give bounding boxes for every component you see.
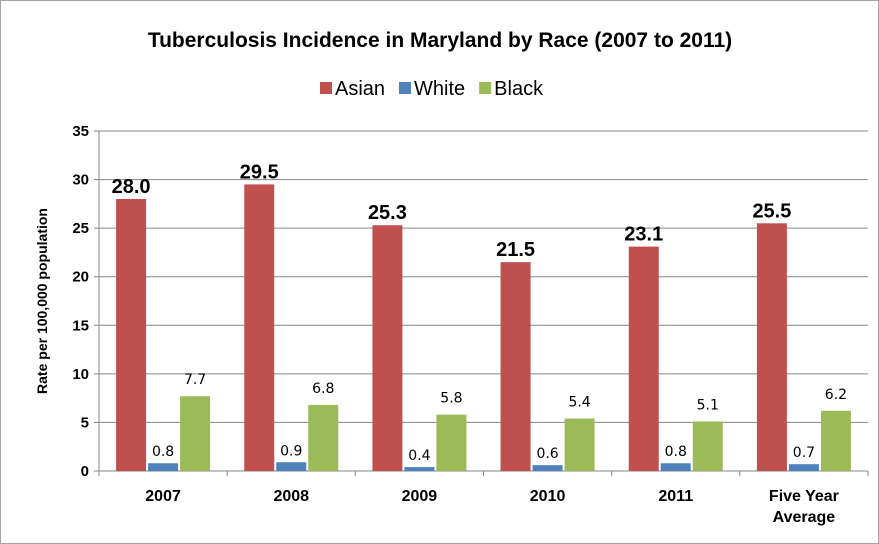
data-label-white: 0.8 (152, 444, 174, 460)
bar-asian (116, 199, 147, 471)
data-label-black: 5.8 (440, 391, 462, 407)
bar-asian (628, 246, 659, 471)
y-tick-label: 20 (72, 269, 89, 286)
bar-asian (500, 262, 531, 471)
bar-black (436, 414, 467, 471)
legend-label-asian: Asian (335, 78, 385, 100)
data-label-white: 0.9 (280, 443, 302, 459)
data-label-black: 7.7 (184, 372, 206, 388)
data-label-asian: 29.5 (240, 161, 279, 183)
data-label-white: 0.7 (793, 445, 815, 461)
data-label-white: 0.6 (536, 446, 558, 462)
gridlines (99, 130, 868, 423)
data-label-black: 6.2 (825, 387, 847, 403)
data-label-asian: 23.1 (624, 224, 663, 246)
bar-white (404, 467, 435, 471)
x-category-label: Five Year Average (769, 488, 839, 526)
bar-black (820, 410, 851, 471)
y-tick-label: 5 (81, 414, 89, 431)
x-axis-categories: 2007 2008 2009 2010 2011 Five Year Average (145, 488, 839, 526)
legend-label-black: Black (494, 78, 544, 100)
y-tick-label: 35 (72, 123, 89, 140)
bar-black (180, 396, 211, 471)
bar-black (308, 404, 339, 471)
x-category-label: 2007 (145, 488, 181, 505)
data-label-asian: 21.5 (496, 239, 535, 261)
bar-black (692, 421, 723, 471)
data-label-asian: 25.3 (368, 202, 407, 224)
bar-white (276, 462, 307, 471)
axes (98, 131, 869, 476)
bar-white (660, 463, 691, 471)
bar-white (788, 464, 819, 471)
x-category-label: 2011 (658, 488, 693, 505)
legend-swatch-asian (320, 82, 332, 94)
chart-title: Tuberculosis Incidence in Maryland by Ra… (148, 29, 732, 52)
legend-swatch-white (399, 82, 412, 94)
data-label-white: 0.8 (665, 444, 687, 460)
bars (116, 184, 851, 471)
x-category-label: 2008 (273, 488, 309, 505)
data-label-asian: 28.0 (112, 176, 151, 198)
legend: Asian White Black (320, 78, 544, 100)
y-axis-label: Rate per 100,000 population (34, 208, 50, 394)
bar-asian (372, 225, 403, 471)
y-tick-label: 15 (72, 317, 89, 334)
x-category-label: 2009 (402, 488, 438, 505)
data-label-white: 0.4 (408, 448, 430, 464)
data-label-black: 5.4 (568, 395, 590, 411)
y-tick-label: 25 (72, 220, 89, 237)
data-label-black: 6.8 (312, 381, 334, 397)
y-axis-ticks: 0 5 10 15 20 25 30 35 (72, 123, 99, 480)
legend-label-white: White (414, 78, 465, 100)
x-category-label: 2010 (530, 488, 566, 505)
y-tick-label: 10 (72, 366, 89, 383)
bar-asian (244, 184, 275, 471)
data-label-black: 5.1 (697, 397, 719, 413)
bar-white (148, 463, 179, 471)
data-label-asian: 25.5 (752, 200, 791, 222)
legend-swatch-black (479, 82, 492, 94)
bar-asian (756, 223, 787, 471)
bar-white (532, 465, 563, 471)
y-tick-label: 0 (81, 463, 89, 480)
y-tick-label: 30 (72, 172, 89, 189)
bar-black (564, 418, 595, 471)
data-labels: 28.0 0.8 7.7 29.5 0.9 6.8 25.3 0.4 5.8 21.5 0.6 5.4… (112, 161, 847, 464)
